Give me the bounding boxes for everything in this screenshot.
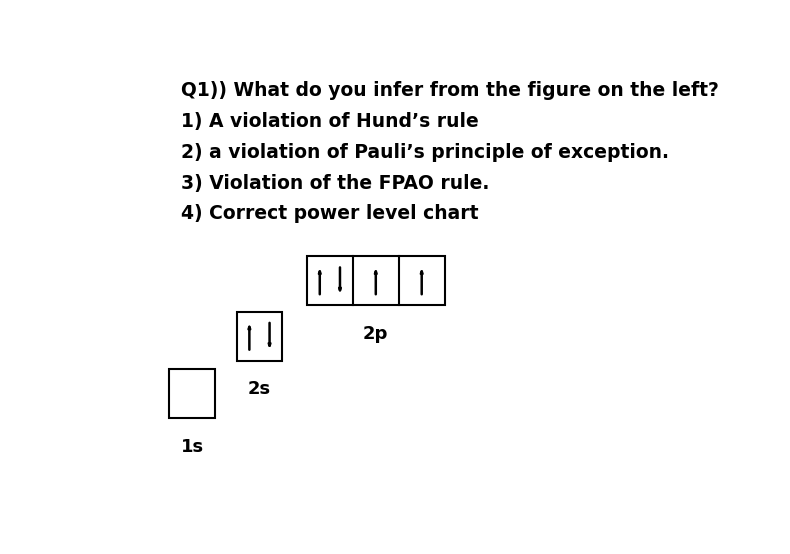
Text: 2p: 2p <box>363 325 389 342</box>
Bar <box>307 257 445 305</box>
Text: 2s: 2s <box>248 380 271 398</box>
Text: 4) Correct power level chart: 4) Correct power level chart <box>182 204 479 223</box>
Bar <box>236 312 282 361</box>
Text: Q1)) What do you infer from the figure on the left?: Q1)) What do you infer from the figure o… <box>182 81 719 100</box>
Text: 1) A violation of Hund’s rule: 1) A violation of Hund’s rule <box>182 112 480 131</box>
Text: 1s: 1s <box>181 438 204 455</box>
Bar <box>169 370 215 418</box>
Text: 2) a violation of Pauli’s principle of exception.: 2) a violation of Pauli’s principle of e… <box>182 143 669 162</box>
Text: 3) Violation of the FPAO rule.: 3) Violation of the FPAO rule. <box>182 173 490 193</box>
